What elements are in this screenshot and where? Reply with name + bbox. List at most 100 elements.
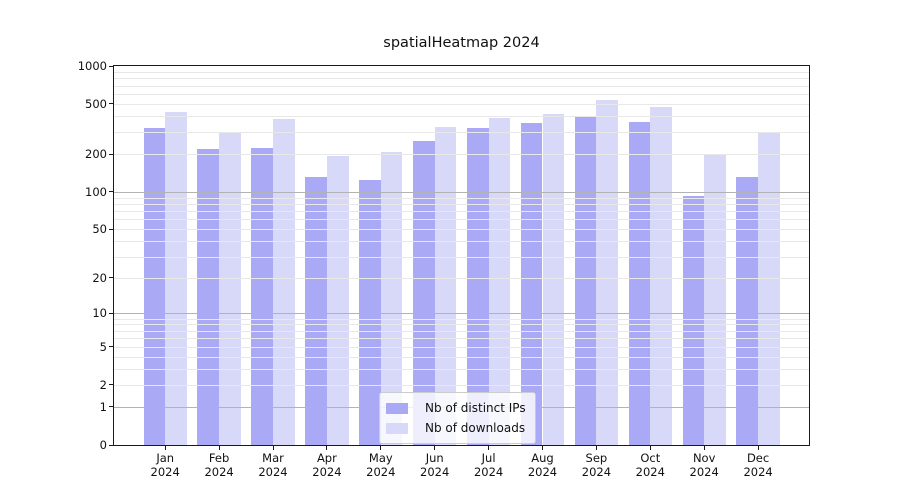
bar-downloads-dec	[758, 133, 780, 445]
gridline-900	[114, 71, 809, 73]
y-tick-mark	[109, 384, 113, 386]
bar-ips-sep	[574, 116, 597, 445]
legend-label-distinct-ips: Nb of distinct IPs	[425, 401, 526, 415]
gridline-9	[114, 318, 809, 320]
x-tick-mark-jul	[488, 446, 490, 450]
gridline-2	[114, 384, 809, 386]
chart-title: spatialHeatmap 2024	[383, 35, 540, 51]
legend-item-downloads: Nb of downloads	[386, 418, 526, 438]
gridline-80	[114, 203, 809, 205]
y-tick-label-1000: 1000	[77, 59, 107, 73]
gridline-200	[114, 154, 809, 156]
bar-downloads-apr	[326, 156, 349, 445]
bar-ips-nov	[682, 196, 705, 445]
x-tick-label-apr: Apr 2024	[312, 451, 342, 479]
x-tick-label-jul: Jul 2024	[473, 451, 504, 479]
x-tick-label-jun: Jun 2024	[420, 451, 450, 479]
legend: Nb of distinct IPs Nb of downloads	[379, 392, 536, 444]
bar-downloads-nov	[704, 154, 726, 445]
gridline-40	[114, 241, 809, 243]
x-tick-mark-feb	[218, 446, 220, 450]
bar-downloads-feb	[219, 132, 241, 445]
gridline-300	[114, 131, 809, 133]
y-tick-label-0: 0	[99, 438, 107, 452]
gridline-30	[114, 256, 809, 258]
bar-ips-dec	[736, 177, 759, 445]
gridline-60	[114, 219, 809, 221]
x-tick-mark-may	[380, 446, 382, 450]
bar-downloads-aug	[542, 114, 565, 445]
gridline-500	[114, 103, 809, 105]
x-tick-mark-nov	[703, 446, 705, 450]
gridline-4	[114, 356, 809, 358]
bar-downloads-jan	[165, 112, 187, 445]
gridline-70	[114, 211, 809, 213]
y-tick-label-10: 10	[92, 306, 107, 321]
x-tick-mark-apr	[326, 446, 328, 450]
plot-area	[113, 65, 810, 446]
bar-ips-may	[359, 180, 381, 445]
x-tick-mark-oct	[649, 446, 651, 450]
x-tick-label-feb: Feb 2024	[204, 451, 234, 479]
gridline-3	[114, 368, 809, 370]
gridline-90	[114, 197, 809, 199]
bar-downloads-sep	[596, 99, 619, 445]
x-tick-label-aug: Aug 2024	[527, 451, 558, 479]
bar-downloads-mar	[273, 119, 295, 445]
y-tick-label-500: 500	[85, 96, 107, 111]
y-tick-label-1: 1	[99, 399, 107, 414]
bar-ips-apr	[305, 177, 327, 445]
gridline-100	[114, 191, 809, 193]
x-tick-mark-jun	[434, 446, 436, 450]
y-tick-label-20: 20	[92, 270, 107, 285]
gridline-800	[114, 78, 809, 80]
bar-ips-oct	[628, 121, 651, 445]
y-tick-mark	[109, 153, 113, 155]
legend-swatch-distinct-ips-icon	[386, 402, 408, 414]
gridline-7	[114, 330, 809, 332]
y-tick-mark	[109, 191, 113, 193]
x-tick-label-nov: Nov 2024	[689, 451, 719, 479]
bar-ips-jan	[143, 128, 166, 445]
x-tick-mark-sep	[595, 446, 597, 450]
x-tick-label-oct: Oct 2024	[635, 451, 665, 479]
x-tick-label-sep: Sep 2024	[581, 451, 612, 479]
gridline-10	[114, 313, 809, 315]
x-tick-mark-mar	[272, 446, 274, 450]
x-tick-mark-dec	[757, 446, 759, 450]
y-tick-mark	[109, 228, 113, 230]
y-tick-mark	[109, 103, 113, 105]
bar-ips-mar	[251, 148, 273, 445]
gridline-400	[114, 116, 809, 118]
gridline-700	[114, 85, 809, 87]
x-tick-mark-jan	[164, 446, 166, 450]
x-tick-label-mar: Mar 2024	[258, 451, 288, 479]
bar-ips-feb	[197, 149, 220, 445]
legend-item-distinct-ips: Nb of distinct IPs	[386, 398, 526, 418]
x-tick-label-may: May 2024	[366, 451, 396, 479]
y-tick-label-5: 5	[99, 339, 107, 354]
y-tick-mark	[109, 346, 113, 348]
y-tick-mark	[109, 444, 113, 446]
gridline-20	[114, 277, 809, 279]
y-tick-mark	[109, 65, 113, 67]
gridline-600	[114, 93, 809, 95]
legend-swatch-downloads-icon	[386, 422, 408, 434]
y-tick-mark	[109, 312, 113, 314]
gridline-50	[114, 229, 809, 231]
x-tick-label-dec: Dec 2024	[743, 451, 773, 479]
legend-label-downloads: Nb of downloads	[425, 421, 526, 435]
x-tick-label-jan: Jan 2024	[150, 451, 180, 479]
y-tick-label-50: 50	[92, 222, 107, 237]
y-tick-label-2: 2	[99, 377, 107, 392]
bar-downloads-oct	[650, 107, 672, 445]
grid-layer	[114, 66, 809, 445]
gridline-5	[114, 346, 809, 348]
y-tick-mark	[109, 277, 113, 279]
bars-layer	[114, 66, 809, 445]
y-tick-label-200: 200	[85, 147, 107, 162]
gridline-6	[114, 338, 809, 340]
gridline-8	[114, 324, 809, 326]
x-tick-mark-aug	[542, 446, 543, 450]
